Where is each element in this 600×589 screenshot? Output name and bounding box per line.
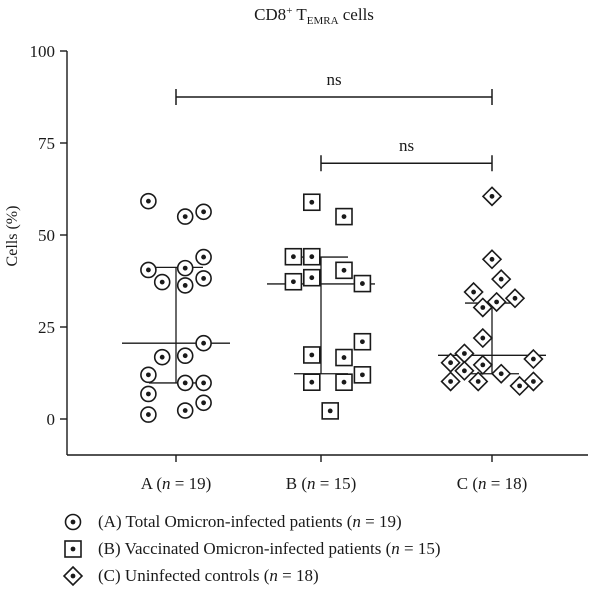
legend-marker-shape — [64, 513, 82, 530]
data-point-circle — [195, 394, 212, 412]
x-category-label: A (n = 19) — [141, 474, 212, 493]
data-point-diamond — [504, 288, 526, 309]
significance-label: ns — [399, 136, 414, 155]
data-point-circle — [195, 203, 212, 221]
legend-diamond-marker — [62, 565, 84, 586]
legend-marker-shape — [62, 565, 84, 586]
data-point-square — [302, 373, 321, 392]
data-points — [140, 186, 544, 423]
data-point-circle — [140, 366, 157, 384]
data-point-diamond — [481, 249, 503, 270]
y-axis-label: Cells (%) — [4, 206, 21, 267]
data-point-circle — [176, 374, 194, 392]
data-point-diamond — [472, 327, 493, 349]
data-point-square — [302, 346, 321, 364]
data-point-diamond — [454, 360, 475, 381]
data-point-circle — [176, 347, 194, 365]
legend-circle-marker — [64, 513, 82, 530]
data-point-diamond — [486, 291, 507, 313]
data-point-circle — [195, 374, 212, 392]
x-category-label: B (n = 15) — [286, 474, 357, 493]
data-point-square — [302, 247, 321, 266]
data-point-circle — [176, 208, 194, 225]
data-point-diamond — [509, 375, 530, 397]
data-point-square — [335, 261, 353, 280]
data-point-diamond — [481, 186, 503, 207]
data-point-square — [335, 373, 353, 392]
data-point-square — [353, 274, 372, 293]
significance-brackets: ns ns — [175, 70, 493, 172]
data-point-circle — [153, 348, 171, 366]
data-point-circle — [195, 270, 212, 287]
data-point-diamond — [491, 269, 512, 290]
data-point-square — [335, 207, 353, 226]
data-point-diamond — [468, 371, 489, 392]
legend-square-marker — [64, 539, 82, 558]
legend-label-a: (A) Total Omicron-infected patients (n =… — [98, 511, 402, 531]
axes: 0 25 50 75 100 A (n = 19) B (n = 15) C (n = 18) — [30, 42, 588, 493]
data-point-circle — [176, 402, 194, 419]
y-tick-label: 100 — [30, 42, 56, 61]
data-point-circle — [140, 406, 157, 423]
data-point-square — [353, 366, 372, 384]
data-point-circle — [140, 192, 157, 210]
data-point-diamond — [472, 354, 493, 376]
legend-marker-shape — [64, 539, 82, 558]
data-point-circle — [176, 259, 194, 277]
data-point-diamond — [472, 297, 493, 318]
legend: (A) Total Omicron-infected patients (n =… — [60, 508, 580, 589]
y-tick-label: 50 — [38, 226, 55, 245]
y-tick-label: 0 — [47, 410, 56, 429]
y-tick-label: 25 — [38, 318, 55, 337]
significance-label: ns — [326, 70, 341, 89]
y-tick-label: 75 — [38, 134, 55, 153]
data-point-diamond — [523, 348, 544, 370]
data-point-square — [284, 272, 303, 291]
legend-label-b: (B) Vaccinated Omicron-infected patients… — [98, 538, 441, 558]
data-point-square — [353, 332, 372, 351]
chart-title: CD8+ TEMRA cells — [254, 5, 374, 27]
legend-entry-a: (A) Total Omicron-infected patients (n =… — [60, 508, 580, 535]
data-point-diamond — [440, 371, 461, 392]
data-point-circle — [153, 273, 171, 291]
data-point-diamond — [454, 343, 475, 364]
legend-entry-c: (C) Uninfected controls (n = 18) — [60, 562, 580, 589]
data-point-circle — [176, 277, 194, 294]
x-category-label: C (n = 18) — [457, 474, 528, 493]
data-point-diamond — [491, 363, 512, 384]
data-point-square — [321, 402, 340, 420]
legend-entry-b: (B) Vaccinated Omicron-infected patients… — [60, 535, 580, 562]
scatter-plot: CD8+ TEMRA cells Cells (%) 0 25 50 75 100 A (… — [4, 5, 588, 493]
data-point-square — [302, 268, 321, 287]
data-point-circle — [140, 385, 157, 403]
data-point-diamond — [463, 281, 484, 303]
data-point-square — [302, 193, 321, 212]
data-point-circle — [140, 261, 157, 279]
data-point-circle — [195, 248, 212, 266]
data-point-circle — [195, 334, 212, 352]
legend-label-c: (C) Uninfected controls (n = 18) — [98, 565, 319, 585]
data-point-square — [335, 348, 353, 367]
data-point-square — [284, 247, 303, 266]
